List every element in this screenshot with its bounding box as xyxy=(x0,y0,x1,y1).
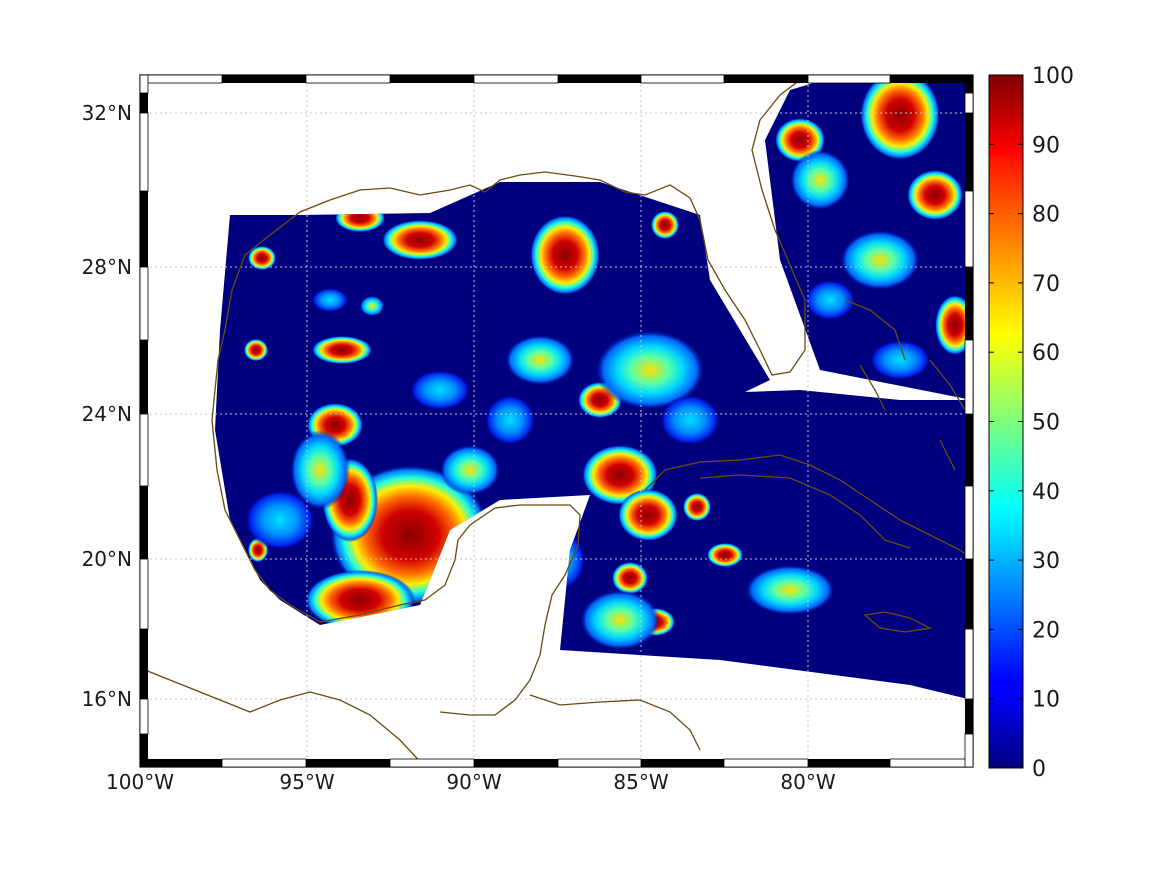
colorbar-gradient xyxy=(988,74,1024,769)
y-axis-labels: 16°N 20°N 24°N 28°N 32°N xyxy=(82,101,132,711)
gridlines xyxy=(140,75,973,767)
x-tick-label: 90°W xyxy=(446,770,501,794)
x-tick-label: 85°W xyxy=(613,770,668,794)
colorbar: 0 10 20 30 40 50 60 70 80 90 100 xyxy=(988,64,1074,782)
jamaica-coast xyxy=(863,611,933,633)
coastline xyxy=(140,75,973,767)
colorbar-tick-label: 50 xyxy=(1032,411,1060,436)
mexico-gulf-coast xyxy=(216,469,581,716)
colorbar-tick-label: 0 xyxy=(1032,757,1046,782)
y-tick-label: 16°N xyxy=(82,687,132,711)
bahamas-coast xyxy=(844,299,966,471)
colorbar-tick-label: 30 xyxy=(1032,549,1060,574)
cuba-coast xyxy=(644,454,973,561)
honduras-coast xyxy=(529,694,701,751)
y-tick-label: 28°N xyxy=(82,255,132,279)
colorbar-tick-label: 10 xyxy=(1032,688,1060,713)
x-tick-label: 80°W xyxy=(780,770,835,794)
map-border xyxy=(139,74,974,768)
y-tick-label: 24°N xyxy=(82,402,132,426)
x-axis-labels: 100°W 95°W 90°W 85°W 80°W xyxy=(106,770,836,794)
y-tick-label: 20°N xyxy=(82,547,132,571)
us-gulf-coast xyxy=(211,75,821,471)
x-tick-label: 100°W xyxy=(106,770,174,794)
colorbar-tick-label: 80 xyxy=(1032,203,1060,228)
central-america-coast xyxy=(140,667,426,767)
colorbar-tick-label: 20 xyxy=(1032,618,1060,643)
y-tick-label: 32°N xyxy=(82,101,132,125)
x-tick-label: 95°W xyxy=(279,770,334,794)
colorbar-tick-label: 40 xyxy=(1032,480,1060,505)
colorbar-tick-label: 90 xyxy=(1032,133,1060,158)
colorbar-tick-label: 100 xyxy=(1032,64,1074,89)
colorbar-tick-label: 70 xyxy=(1032,272,1060,297)
colorbar-tick-label: 60 xyxy=(1032,341,1060,366)
